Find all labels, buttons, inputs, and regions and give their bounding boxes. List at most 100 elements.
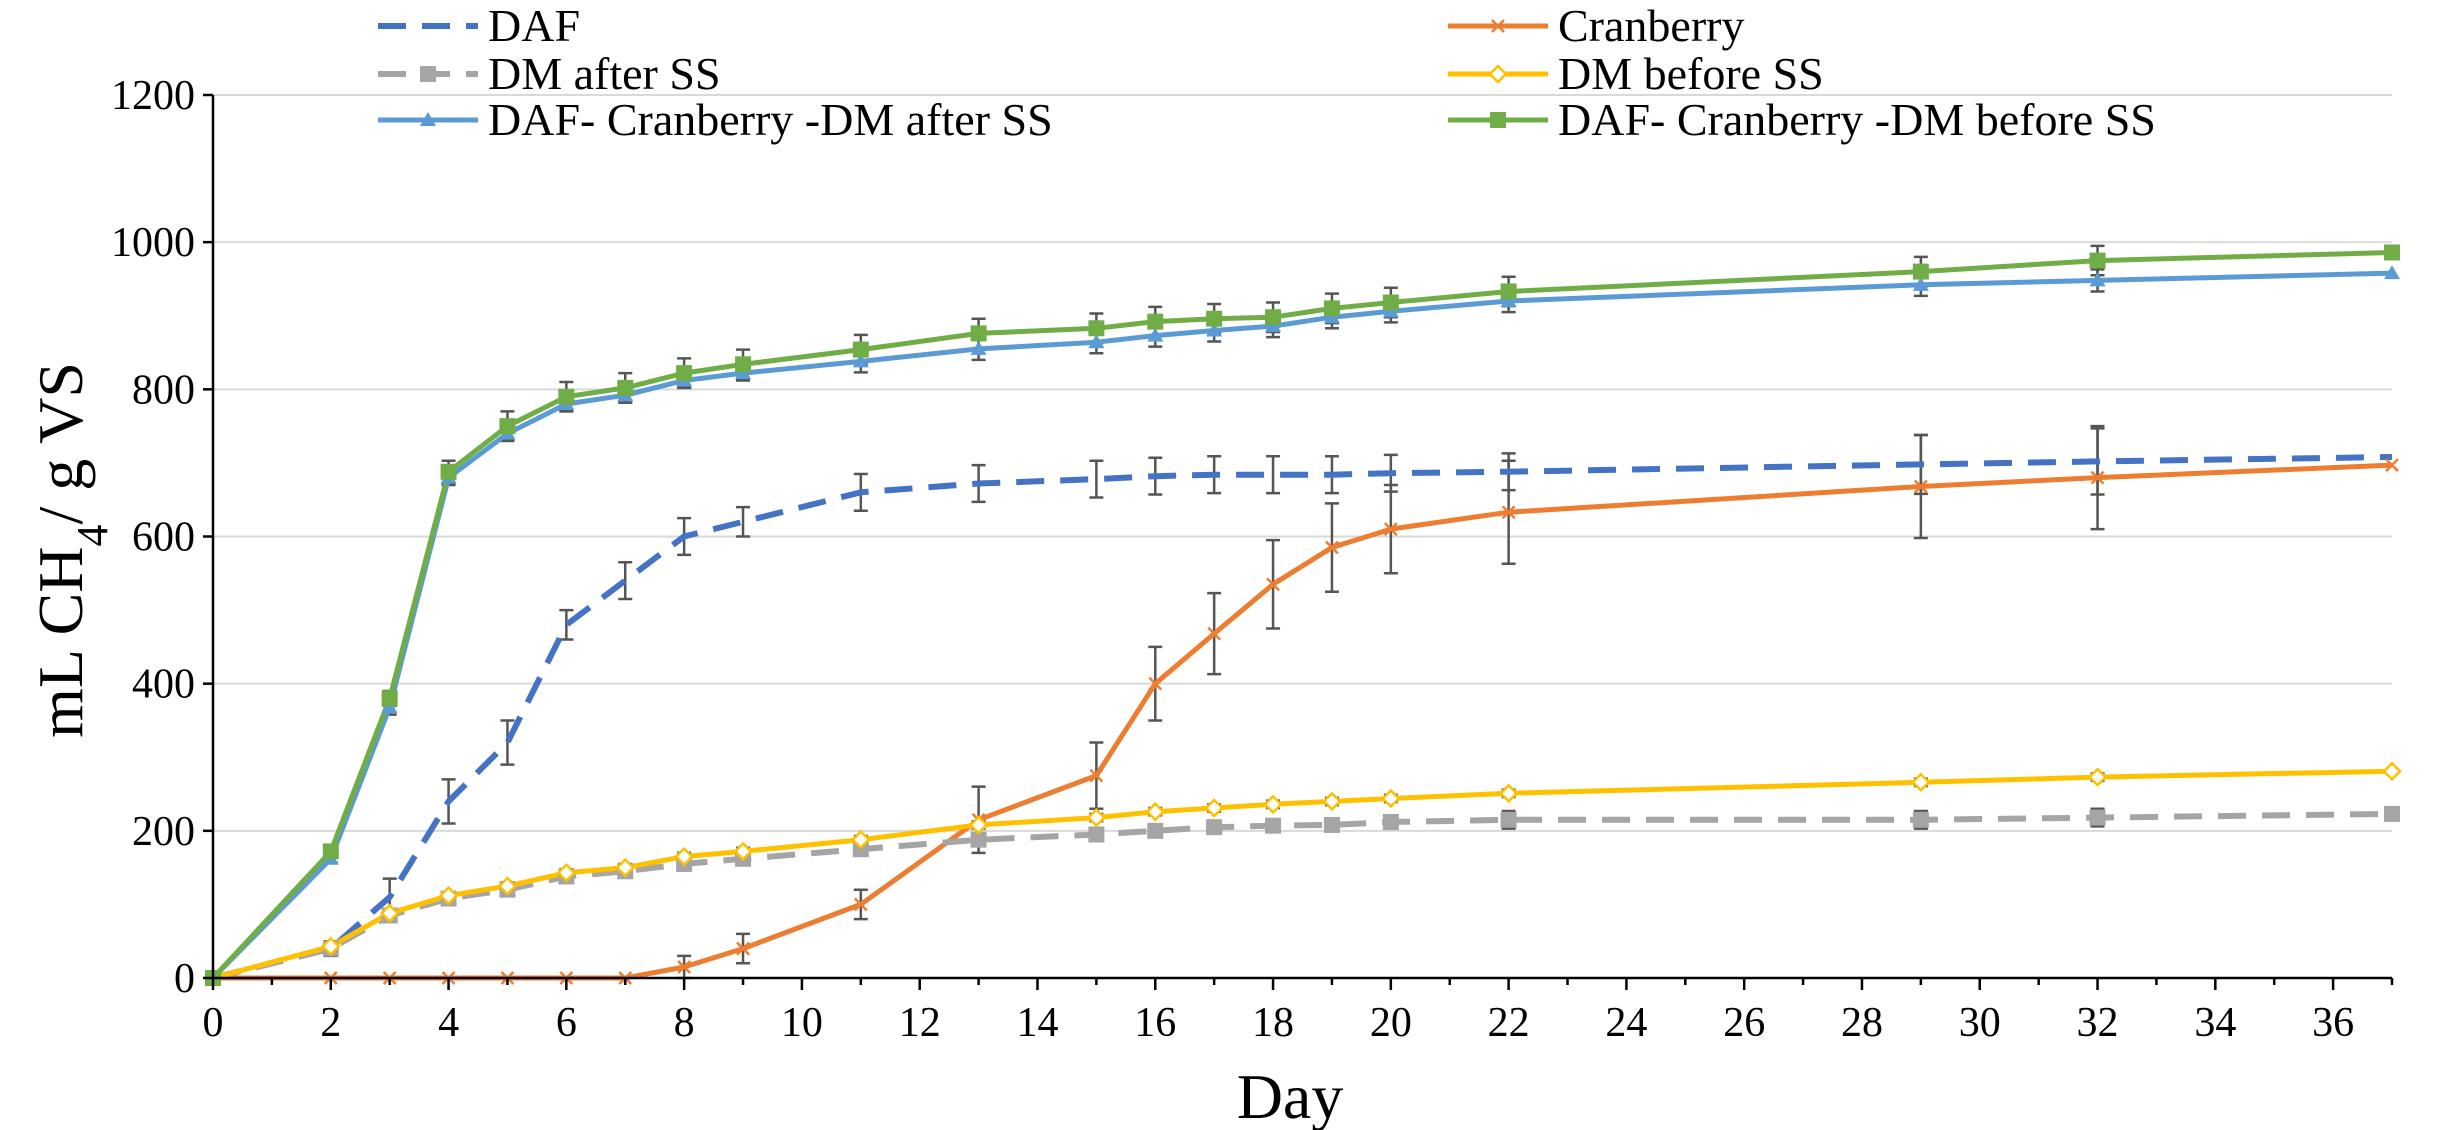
series-5-point-13 — [1206, 310, 1223, 327]
series-3-point-11 — [1086, 807, 1107, 828]
x-tick-label-20: 20 — [1370, 1000, 1412, 1046]
series-2-point-14 — [1265, 817, 1282, 834]
series-5-point-8 — [735, 356, 752, 373]
legend-marker-1 — [1491, 19, 1505, 33]
series-2-point-15 — [1323, 816, 1340, 833]
x-tick-label-8: 8 — [674, 1000, 695, 1046]
legend-entry-3: DM before SS — [1448, 48, 1824, 99]
series-5-point-3 — [440, 463, 457, 480]
legend-entry-4: DAF- Cranberry -DM after SS — [378, 94, 1053, 145]
series-1-point-16 — [1383, 522, 1398, 537]
series-1-point-14 — [1266, 577, 1280, 592]
x-tick-label-14: 14 — [1016, 1000, 1058, 1046]
series-3-point-20 — [2382, 761, 2402, 781]
series-5-point-11 — [1088, 320, 1105, 337]
series-5-point-15 — [1323, 300, 1340, 317]
series-2-point-16 — [1382, 814, 1399, 831]
y-tick-label-800: 800 — [132, 367, 195, 413]
y-axis-title: mL CH4/ g VS — [25, 362, 117, 738]
x-tick-label-12: 12 — [899, 1000, 941, 1046]
series-3-point-19 — [2087, 767, 2108, 787]
series-5-point-19 — [2089, 252, 2106, 269]
series-1-point-8 — [736, 941, 750, 956]
series-2-point-19 — [2089, 809, 2106, 826]
legend-entry-5: DAF- Cranberry -DM before SS — [1448, 94, 2156, 145]
legend-label-4: DAF- Cranberry -DM after SS — [488, 94, 1053, 145]
series-3-point-8 — [733, 841, 753, 862]
series-5-point-6 — [617, 379, 634, 396]
series-5-point-1 — [322, 843, 339, 860]
series-3-point-7 — [674, 846, 694, 867]
gridlines — [213, 94, 2392, 832]
x-tick-label-26: 26 — [1723, 1000, 1765, 1046]
series-2-line — [212, 810, 2393, 981]
y-tick-label-600: 600 — [132, 515, 195, 561]
legend-marker-3 — [1488, 64, 1508, 84]
series-3-point-1 — [321, 936, 341, 957]
series-5-point-17 — [1500, 283, 1517, 300]
series-4-point-19 — [2089, 272, 2106, 287]
series-5-point-10 — [970, 325, 987, 342]
series-2-point-17 — [1500, 811, 1517, 828]
x-tick-label-4: 4 — [438, 1000, 459, 1046]
legend-entry-2: DM after SS — [378, 48, 721, 99]
x-tick-labels: 0 2 4 6 8 10 12 14 16 18 20 22 24 26 28 30 32 34 36 — [203, 1000, 2355, 1046]
series-5-point-20 — [2384, 244, 2400, 261]
series-5-point-9 — [852, 341, 869, 358]
legend-label-1: Cranberry — [1558, 0, 1744, 51]
x-tick-label-2: 2 — [320, 1000, 341, 1046]
series-3-point-4 — [497, 876, 518, 896]
axes — [203, 93, 2394, 990]
series-5-point-18 — [1912, 263, 1929, 280]
series-2-point-12 — [1147, 822, 1164, 839]
series-3-point-2 — [379, 903, 400, 924]
x-tick-label-10: 10 — [781, 1000, 823, 1046]
series-5-point-12 — [1147, 313, 1164, 330]
legend-label-3: DM before SS — [1558, 48, 1824, 99]
series-4-point-18 — [1912, 276, 1929, 291]
series-4-line — [211, 270, 2393, 980]
series-1-point-9 — [853, 897, 868, 912]
x-tick-label-36: 36 — [2312, 1000, 2354, 1046]
series-3-point-5 — [556, 863, 577, 883]
series-5-point-5 — [558, 388, 575, 405]
legend-entry-0: DAF — [378, 0, 580, 51]
series-5-point-14 — [1265, 309, 1282, 326]
series-2-point-13 — [1206, 819, 1223, 836]
series-1-line — [213, 462, 2393, 981]
series-4-point-20 — [2384, 265, 2400, 280]
series-4-point-11 — [1088, 334, 1105, 349]
series-lines — [211, 250, 2393, 981]
x-axis-title: Day — [1237, 1061, 1344, 1130]
series-5-point-4 — [499, 418, 516, 435]
series-3-point-12 — [1145, 801, 1166, 822]
series-1-point-17 — [1501, 505, 1516, 520]
x-tick-label-0: 0 — [203, 1000, 224, 1046]
series-2-point-10 — [970, 831, 987, 848]
legend-marker-2 — [420, 66, 436, 82]
y-tick-label-1200: 1200 — [111, 73, 195, 119]
y-tick-label-0: 0 — [174, 956, 195, 1002]
series-3-point-10 — [968, 815, 989, 835]
series-5-point-16 — [1382, 294, 1399, 311]
series-0-error-bar-6 — [618, 561, 633, 601]
series-3-point-9 — [851, 829, 871, 850]
y-tick-label-400: 400 — [132, 662, 195, 708]
series-3-point-13 — [1204, 798, 1224, 818]
series-3-line — [212, 768, 2393, 981]
series-3-point-3 — [438, 885, 459, 906]
series-1-point-20 — [2385, 458, 2399, 473]
series-3-point-15 — [1322, 791, 1342, 812]
series-5-point-7 — [676, 365, 693, 382]
legend-label-5: DAF- Cranberry -DM before SS — [1558, 94, 2156, 145]
x-tick-label-22: 22 — [1488, 1000, 1530, 1046]
series-1-point-18 — [1913, 479, 1928, 494]
series-5-point-2 — [381, 690, 398, 707]
series-4-point-17 — [1500, 293, 1517, 308]
x-tick-label-28: 28 — [1841, 1000, 1883, 1046]
series-5-line — [211, 250, 2393, 980]
series-0-line — [212, 454, 2393, 981]
series-1-point-15 — [1325, 540, 1339, 555]
